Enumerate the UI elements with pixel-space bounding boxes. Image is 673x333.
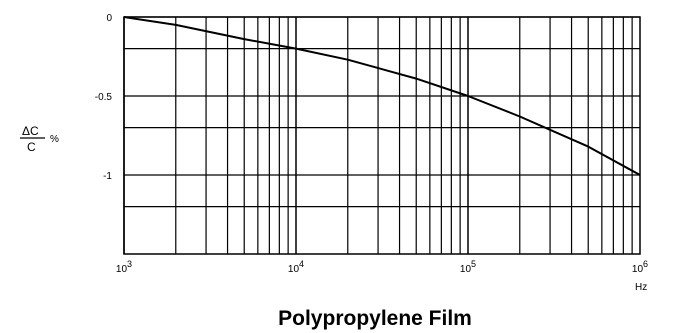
y-tick-label: 0 [106, 13, 112, 24]
x-tick-label: 106 [632, 259, 648, 275]
plot-frame [123, 16, 641, 255]
x-tick-label: 103 [116, 259, 132, 275]
series-line [123, 16, 641, 176]
x-tick-label: 104 [288, 259, 304, 275]
x-tick-label: 105 [460, 259, 476, 275]
series-curve-group [123, 16, 641, 176]
x-axis-label: Hz [635, 282, 647, 293]
y-tick-label: -0.5 [95, 92, 113, 103]
y-axis-label: ΔC C % [20, 124, 59, 154]
y-tick-label: -1 [103, 171, 112, 182]
y-label-unit: % [50, 134, 59, 145]
y-tick-labels: 0 -0.5 -1 [95, 13, 113, 182]
y-label-denominator: C [27, 140, 36, 154]
y-label-numerator: ΔC [22, 124, 39, 138]
chart-title: Polypropylene Film [278, 307, 472, 330]
x-tick-labels: 103 104 105 106 [116, 259, 648, 275]
grid [123, 16, 640, 254]
